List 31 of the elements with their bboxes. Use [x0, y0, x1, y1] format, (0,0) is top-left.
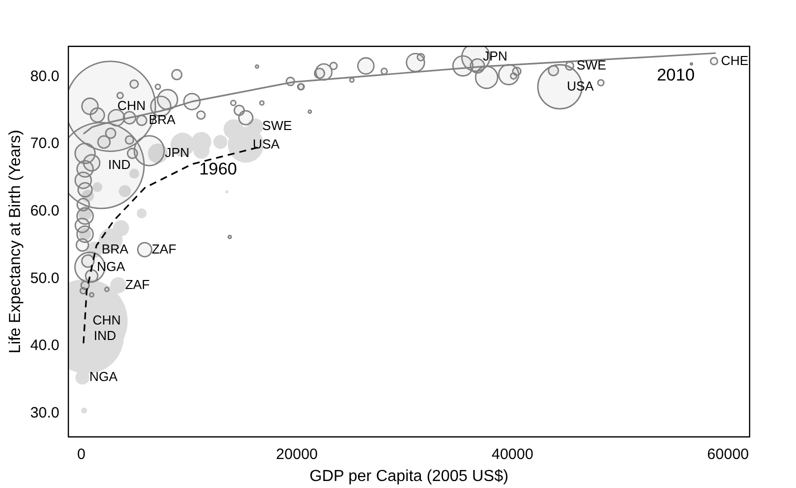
annotation: SWE [262, 118, 292, 134]
y-tick-label: 60.0 [30, 202, 60, 220]
x-tick-label: 0 [77, 446, 86, 463]
series-label: 2010 [656, 65, 695, 84]
annotation: ZAF [125, 276, 150, 292]
y-tick-label: 50.0 [30, 270, 60, 287]
y-tick-label: 40.0 [30, 337, 60, 354]
x-axis-title: GDP per Capita (2005 US$) [310, 468, 508, 485]
annotation: CHN [92, 312, 121, 328]
x-tick-label: 60000 [707, 446, 749, 463]
annotation: USA [252, 136, 280, 152]
annotation: BRA [102, 241, 129, 256]
annotation: IND [108, 157, 131, 172]
series-label: 1960 [199, 160, 238, 179]
y-tick-label: 30.0 [30, 404, 60, 422]
y-axis-title: Life Expectancy at Birth (Years) [7, 130, 24, 354]
y-tick-label: 70.0 [30, 135, 60, 152]
annotation: NGA [89, 369, 118, 384]
annotation: SWE [576, 58, 607, 72]
annotation: JPN [164, 145, 190, 160]
annotation: USA [566, 78, 594, 94]
annotation: JPN [482, 48, 508, 64]
x-tick-label: 20000 [276, 446, 318, 463]
y-tick-label: 80.0 [30, 68, 60, 85]
annotation: NGA [96, 258, 126, 274]
annotation: CHE [721, 52, 749, 68]
annotation: CHN [117, 98, 146, 113]
annotation: IND [94, 328, 116, 344]
annotation: ZAF [152, 241, 176, 256]
x-tick-label: 40000 [492, 446, 534, 463]
annotation: BRA [148, 112, 176, 128]
